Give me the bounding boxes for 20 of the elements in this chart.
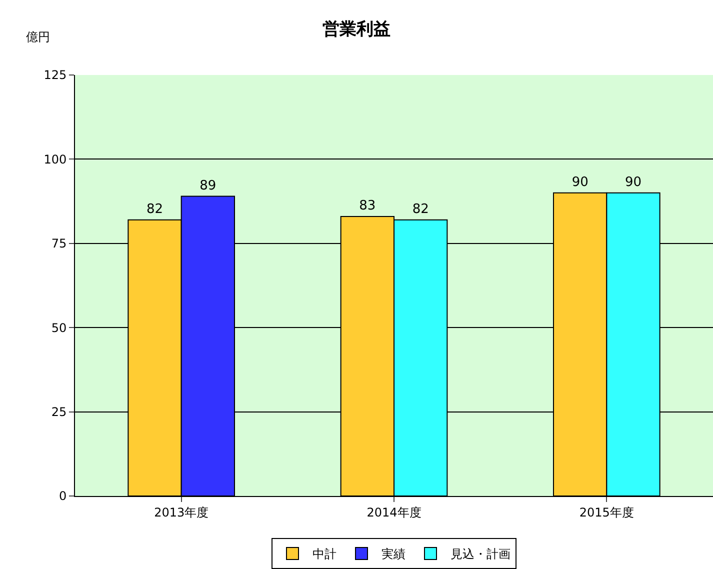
y-tick-label: 25	[51, 405, 67, 419]
y-tick-label: 125	[44, 68, 67, 82]
data-label: 89	[200, 178, 216, 194]
y-tick-label: 0	[58, 489, 67, 504]
y-axis-title: 億円	[26, 30, 50, 44]
x-tick-label: 2015年度	[579, 505, 634, 520]
legend-label: 実績	[382, 547, 406, 562]
y-tick-label: 50	[51, 320, 67, 335]
data-label: 90	[572, 174, 588, 190]
data-label: 90	[624, 174, 642, 190]
chart-title: 営業利益	[322, 20, 390, 40]
x-tick-label: 2014年度	[366, 505, 422, 520]
data-label: 82	[412, 202, 429, 217]
y-tick-label: 75	[51, 236, 67, 251]
y-tick-label: 100	[44, 152, 67, 166]
data-label: 83	[359, 198, 376, 214]
data-label: 82	[146, 202, 164, 217]
x-tick-label: 2013年度	[154, 505, 209, 520]
legend-label: 見込・計画	[450, 547, 510, 562]
legend-label: 中計	[312, 547, 336, 562]
